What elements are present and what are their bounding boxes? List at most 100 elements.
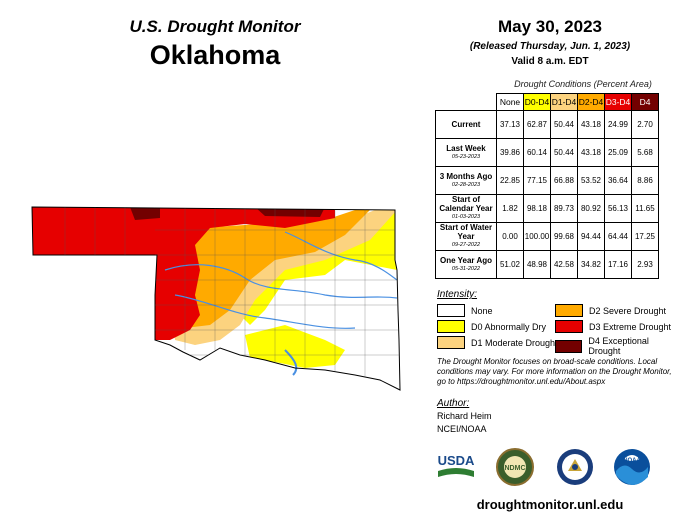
author-heading: Author: [437,398,470,409]
table-cell: 50.44 [550,110,578,139]
table-row: Start of Calendar Year 01-03-2023 1.82 98… [435,194,659,223]
col-header-d0-d4: D0-D4 [523,93,551,111]
usda-logo-text: USDA [438,453,475,468]
noaa-logo-icon: NOAA [614,449,650,485]
table-cell: 80.92 [577,194,605,223]
drought-conditions-table: None D0-D4 D1-D4 D2-D4 D3-D4 D4 Current … [435,93,659,279]
row-date: 09-27-2022 [451,242,481,248]
legend-item-d2: D2 Severe Drought [555,304,666,317]
legend-label: D1 Moderate Drought [471,337,558,348]
table-cell: 22.85 [496,166,524,195]
col-header-d2-d4: D2-D4 [577,93,605,111]
legend-label: D4 Exceptional Drought [588,336,649,356]
table-cell: 98.18 [523,194,551,223]
usdoc-seal-icon [557,449,593,485]
table-row: 3 Months Ago 02-28-2023 22.85 77.15 66.88… [435,166,659,195]
lake-texoma [284,349,298,376]
table-cell: 1.82 [496,194,524,223]
table-cell: 42.58 [550,250,578,279]
legend-item-none: None [437,304,493,317]
row-label: One Year Ago [439,255,493,265]
col-header-d4: D4 [631,93,659,111]
table-cell: 53.52 [577,166,605,195]
state-outline [31,206,401,391]
table-cell: 51.02 [496,250,524,279]
table-cell: 60.14 [523,138,551,167]
d3-region [32,207,335,340]
table-row: Start of Water Year 09-27-2022 0.00 100.0… [435,222,659,251]
table-cell: 5.68 [631,138,659,167]
valid-time: Valid 8 a.m. EDT [511,56,589,67]
table-cell: 37.13 [496,110,524,139]
river-arkansas [284,231,398,281]
table-cell: 39.86 [496,138,524,167]
table-header-row: None D0-D4 D1-D4 D2-D4 D3-D4 D4 [436,93,659,111]
table-cell: 11.65 [631,194,659,223]
legend-label: None [471,305,493,316]
site-url[interactable]: droughtmonitor.unl.edu [476,497,624,512]
table-caption: Drought Conditions (Percent Area) [514,79,652,89]
table-cell: 0.00 [496,222,524,251]
info-note: The Drought Monitor focuses on broad-sca… [437,357,672,386]
col-header-d1-d4: D1-D4 [550,93,578,111]
table-cell: 100.00 [523,222,551,251]
row-label: Start of Water Year [439,223,493,241]
table-cell: 94.44 [577,222,605,251]
legend-swatch [437,320,465,333]
table-cell: 50.44 [550,138,578,167]
table-cell: 17.16 [604,250,632,279]
map-date: May 30, 2023 [498,17,602,36]
noaa-logo-text: NOAA [623,458,641,464]
legend-swatch [555,339,583,353]
row-date: 05-31-2022 [451,265,481,272]
table-cell: 25.09 [604,138,632,167]
table-row: Last Week 05-23-2023 39.86 60.14 50.44 43… [435,138,659,167]
table-row: One Year Ago 05-31-2022 51.02 48.98 42.58… [435,250,659,279]
county-lines [64,207,400,380]
d2-region [165,210,370,328]
table-cell: 66.88 [550,166,578,195]
state-title: Oklahoma [149,40,281,70]
ndmc-logo-text: NDMC [505,465,526,472]
legend-swatch [437,304,465,317]
legend-item-d3: D3 Extreme Drought [555,320,671,333]
legend-item-d0: D0 Abnormally Dry [437,320,546,333]
row-label: 3 Months Ago [439,171,493,181]
col-header-d3-d4: D3-D4 [604,93,632,111]
table-cell: 2.93 [631,250,659,279]
legend-title: Intensity: [437,289,478,300]
table-cell: 17.25 [631,222,659,251]
river-north-canadian [164,264,398,299]
table-cell: 64.44 [604,222,632,251]
legend-label: D2 Severe Drought [589,305,667,316]
col-header-none: None [496,93,524,111]
legend-swatch [555,320,583,333]
river-canadian [174,294,356,329]
legend-swatch [437,336,465,349]
legend-swatch [555,304,583,317]
author-org: NCEI/NOAA [437,424,487,434]
author-name: Richard Heim [437,411,492,421]
table-cell: 62.87 [523,110,551,139]
d0-region-south [245,325,345,368]
table-cell: 56.13 [604,194,632,223]
table-cell: 8.86 [631,166,659,195]
row-date: 05-23-2023 [451,153,481,160]
table-cell: 2.70 [631,110,659,139]
row-date: 01-03-2023 [451,214,481,220]
legend-label: D0 Abnormally Dry [471,321,547,332]
legend-label: D3 Extreme Drought [589,321,672,332]
table-cell: 24.99 [604,110,632,139]
table-row: Current 37.13 62.87 50.44 43.18 24.99 2.… [435,110,659,139]
release-date: (Released Thursday, Jun. 1, 2023) [469,41,631,52]
program-title: U.S. Drought Monitor [129,17,301,36]
legend-item-d1: D1 Moderate Drought [437,336,558,349]
oklahoma-drought-map [31,206,401,391]
d4-region-west [130,207,160,220]
row-date: 02-28-2023 [451,181,481,188]
row-label: Current [451,120,481,129]
table-cell: 77.15 [523,166,551,195]
table-cell: 89.73 [550,194,578,223]
row-label: Last Week [446,143,486,153]
table-cell: 34.82 [577,250,605,279]
